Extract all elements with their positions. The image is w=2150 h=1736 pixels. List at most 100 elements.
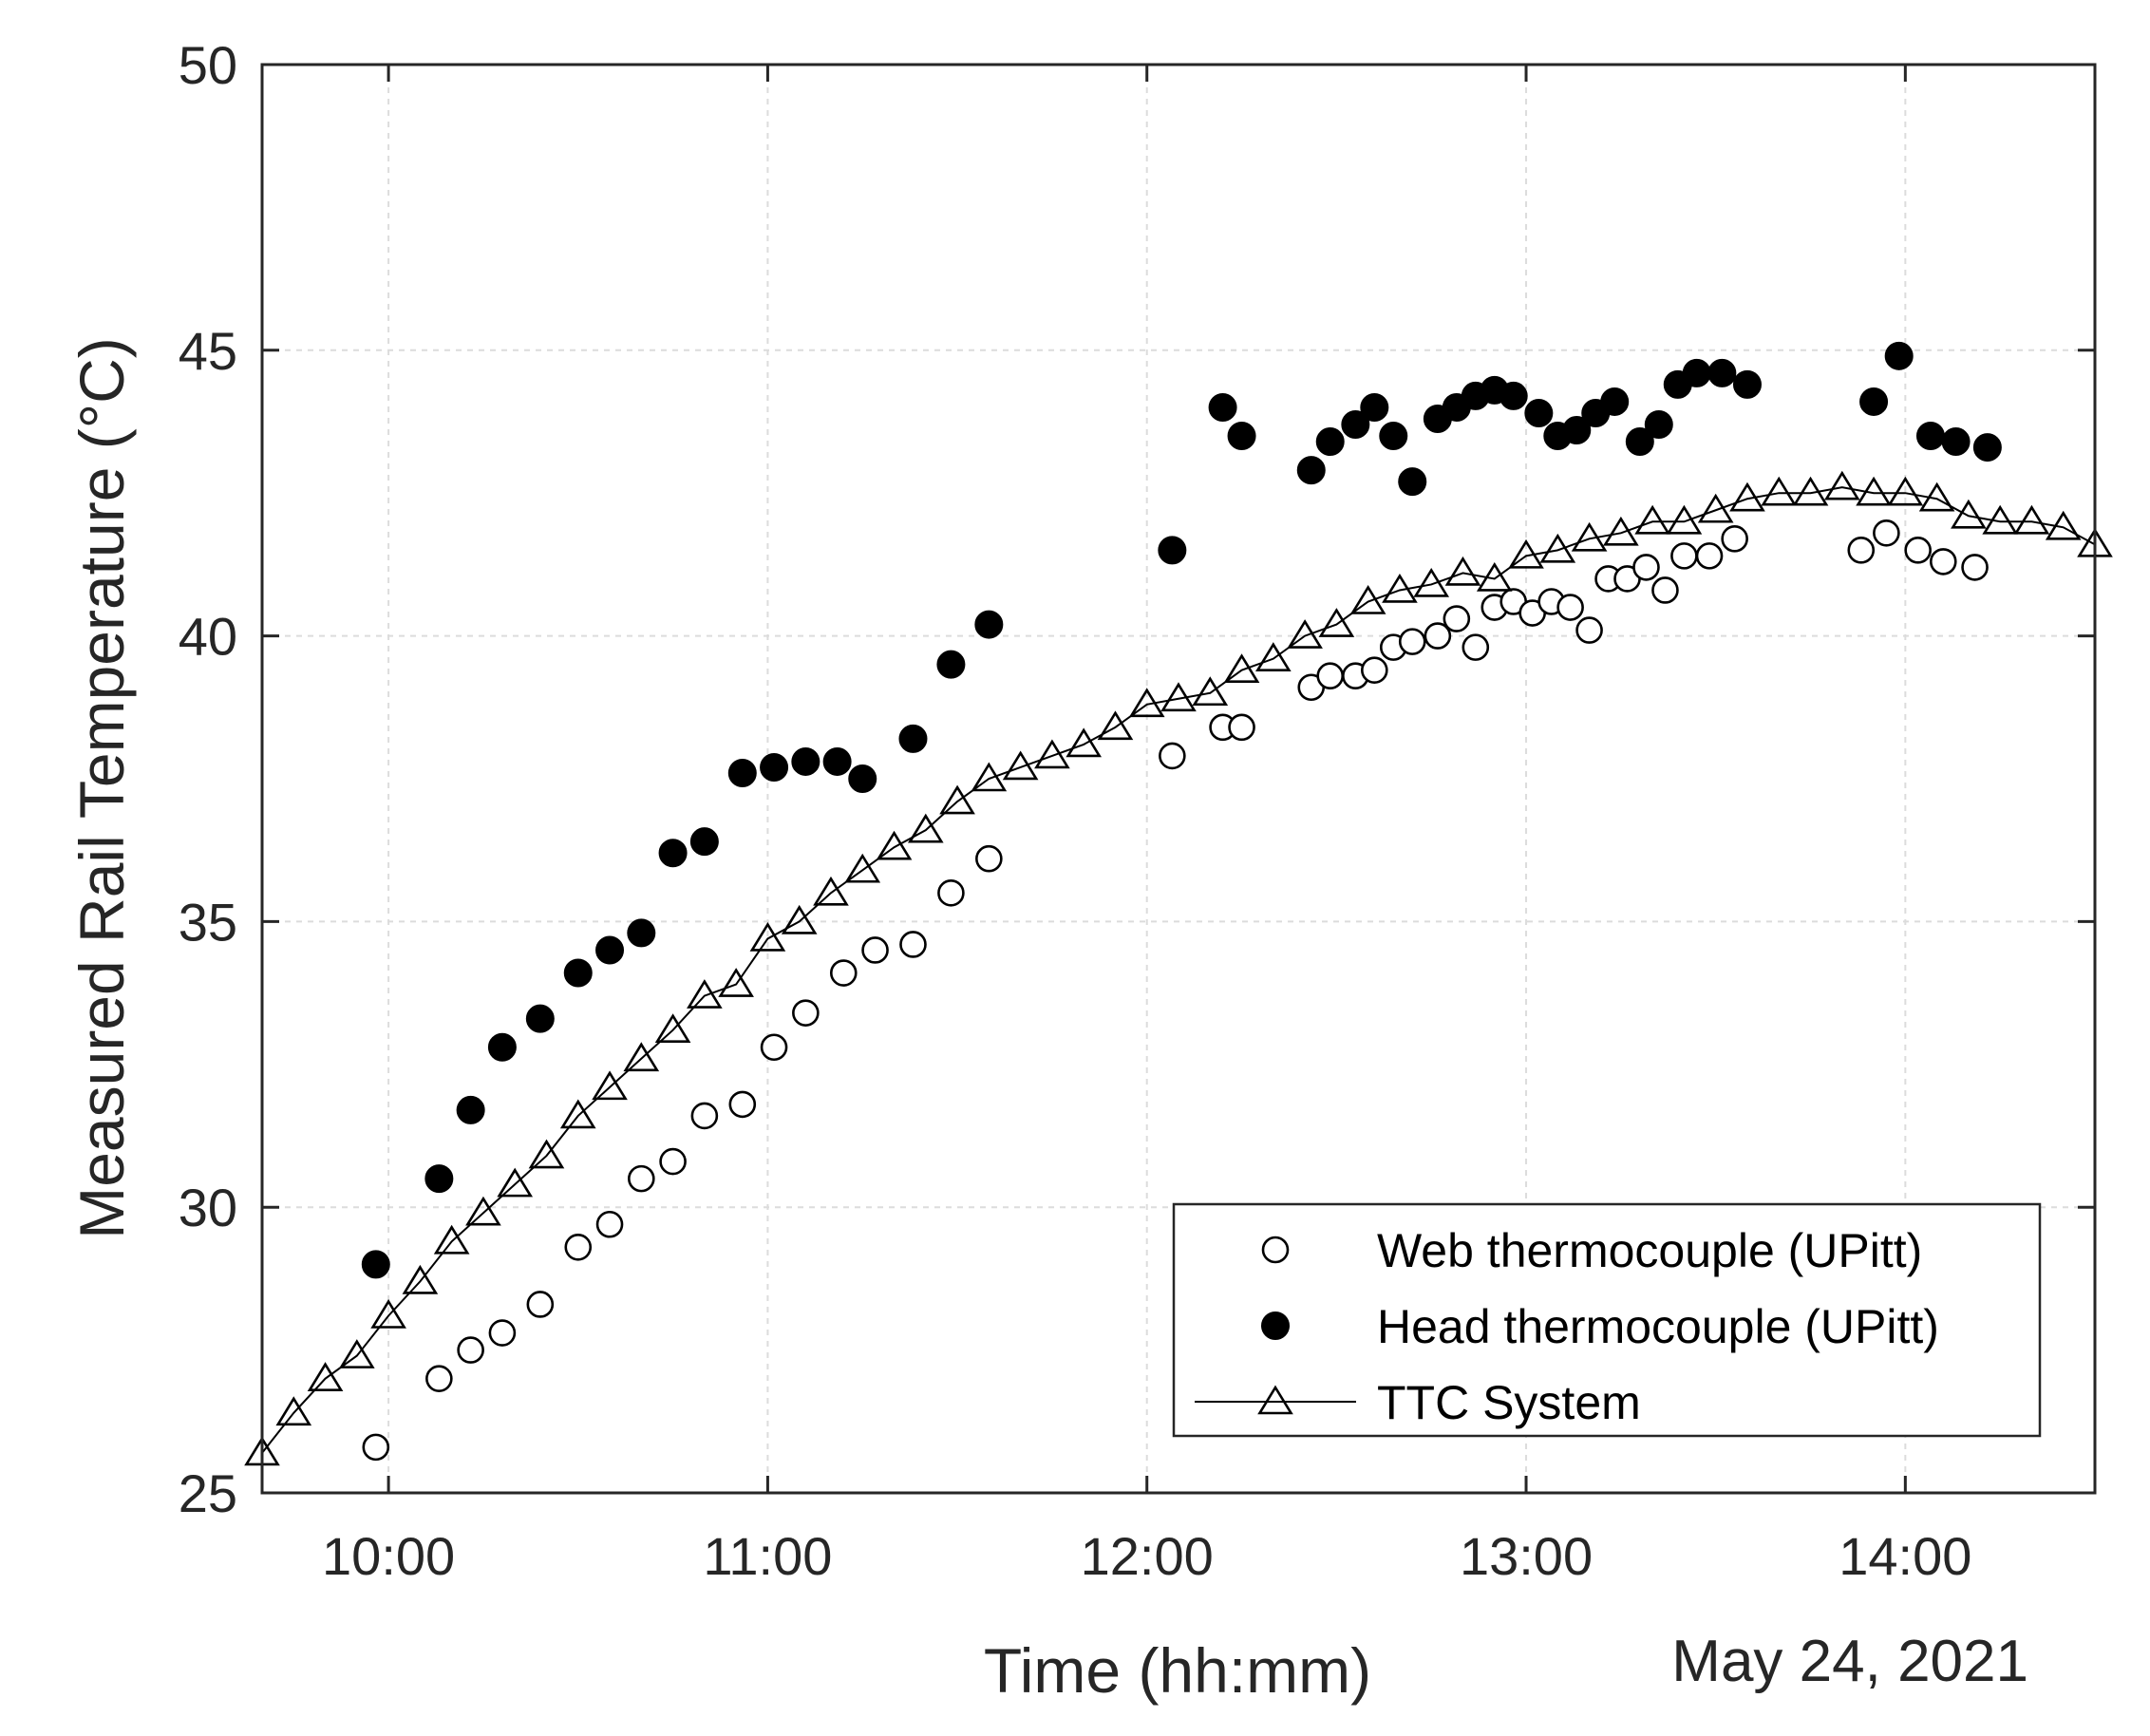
- data-point: [1499, 381, 1528, 410]
- y-tick-label: 50: [179, 35, 237, 95]
- series-head-thermocouple-upitt: [361, 341, 2002, 1279]
- data-point: [1651, 576, 1679, 604]
- data-point: [687, 979, 723, 1009]
- data-point: [1034, 739, 1070, 769]
- data-point: [1972, 433, 2002, 462]
- data-point: [1904, 537, 1932, 564]
- data-point: [1228, 713, 1255, 742]
- data-point: [370, 1299, 406, 1329]
- data-point: [791, 746, 820, 776]
- data-point: [1360, 392, 1389, 422]
- data-point: [975, 844, 1003, 873]
- data-point: [689, 827, 719, 857]
- data-point: [595, 935, 625, 965]
- data-point: [749, 921, 786, 952]
- data-point: [760, 752, 789, 782]
- legend-marker: [1257, 1385, 1293, 1415]
- data-point: [1443, 605, 1471, 632]
- data-point: [813, 876, 849, 906]
- x-tick-label: 10:00: [322, 1526, 455, 1586]
- data-point: [525, 1004, 555, 1033]
- data-point: [654, 1013, 691, 1043]
- data-point: [361, 1250, 390, 1279]
- legend-item: Head thermocouple (UPitt): [1261, 1300, 1939, 1353]
- data-point: [760, 1033, 788, 1062]
- data-point: [1444, 556, 1481, 586]
- data-point: [971, 762, 1008, 792]
- data-point: [781, 904, 818, 934]
- data-point: [937, 879, 965, 907]
- data-point: [1097, 710, 1134, 741]
- data-point: [1318, 608, 1355, 637]
- data-point: [2013, 504, 2050, 535]
- data-point: [275, 1396, 312, 1426]
- data-point: [1859, 387, 1889, 416]
- data-point: [1562, 416, 1592, 445]
- legend-marker: [1261, 1311, 1290, 1340]
- data-point: [936, 650, 966, 679]
- data-point: [497, 1167, 534, 1198]
- y-tick-label: 45: [179, 321, 237, 381]
- x-tick-label: 11:00: [703, 1526, 832, 1586]
- data-point: [974, 610, 1004, 639]
- data-point: [362, 1433, 390, 1462]
- data-point: [1398, 467, 1427, 497]
- data-point: [1666, 504, 1703, 535]
- data-point: [1192, 676, 1229, 707]
- y-axis-title: Measured Rail Temperature (°C): [66, 337, 137, 1239]
- data-point: [1208, 392, 1237, 422]
- x-tick-label: 14:00: [1839, 1526, 1971, 1586]
- y-tick-label: 40: [179, 607, 237, 667]
- data-point: [727, 758, 757, 787]
- data-point: [1349, 585, 1386, 614]
- data-point: [1556, 594, 1584, 621]
- data-point: [1398, 628, 1426, 655]
- legend-label: Head thermocouple (UPitt): [1377, 1300, 1939, 1353]
- data-point: [1625, 427, 1654, 457]
- data-point: [1524, 398, 1554, 427]
- data-point: [848, 764, 877, 793]
- x-tick-label: 12:00: [1081, 1526, 1214, 1586]
- data-point: [1644, 410, 1673, 440]
- data-point: [1732, 369, 1762, 399]
- data-point: [690, 1102, 719, 1130]
- data-point: [876, 830, 913, 860]
- data-point: [1695, 542, 1724, 570]
- data-point: [1382, 573, 1418, 603]
- data-point: [844, 853, 881, 883]
- data-point: [465, 1196, 501, 1226]
- plot-area: [244, 341, 2113, 1466]
- data-point: [1287, 619, 1323, 649]
- data-point: [1729, 481, 1765, 512]
- data-point: [1227, 422, 1256, 451]
- y-tick-label: 35: [179, 892, 237, 952]
- data-point: [1158, 536, 1187, 565]
- data-point: [1634, 504, 1670, 535]
- legend-item: TTC System: [1195, 1376, 1641, 1429]
- data-point: [402, 1264, 439, 1294]
- data-point: [1856, 476, 1892, 506]
- data-point: [595, 1210, 624, 1238]
- data-point: [1707, 358, 1737, 387]
- series-web-thermocouple-upitt: [362, 519, 1989, 1462]
- data-point: [307, 1362, 344, 1391]
- data-point: [1361, 656, 1388, 684]
- data-point: [658, 839, 688, 868]
- axes-frame: [260, 63, 2097, 1495]
- data-point: [728, 1090, 757, 1119]
- data-point: [1379, 422, 1408, 451]
- data-point: [1929, 548, 1957, 576]
- data-point: [487, 1032, 517, 1062]
- data-point: [1316, 662, 1345, 690]
- data-point: [718, 968, 754, 997]
- data-point: [1600, 387, 1630, 416]
- y-tick-label: 25: [179, 1463, 237, 1523]
- data-point: [1508, 538, 1544, 569]
- data-point: [1571, 521, 1608, 552]
- legend: Web thermocouple (UPitt) Head thermocoupl…: [1172, 1202, 2042, 1438]
- data-point: [627, 918, 656, 948]
- data-point: [2045, 510, 2082, 540]
- data-point: [1159, 742, 1186, 770]
- x-axis-title: Time (hh:mm): [984, 1635, 1371, 1706]
- data-point: [1792, 476, 1829, 506]
